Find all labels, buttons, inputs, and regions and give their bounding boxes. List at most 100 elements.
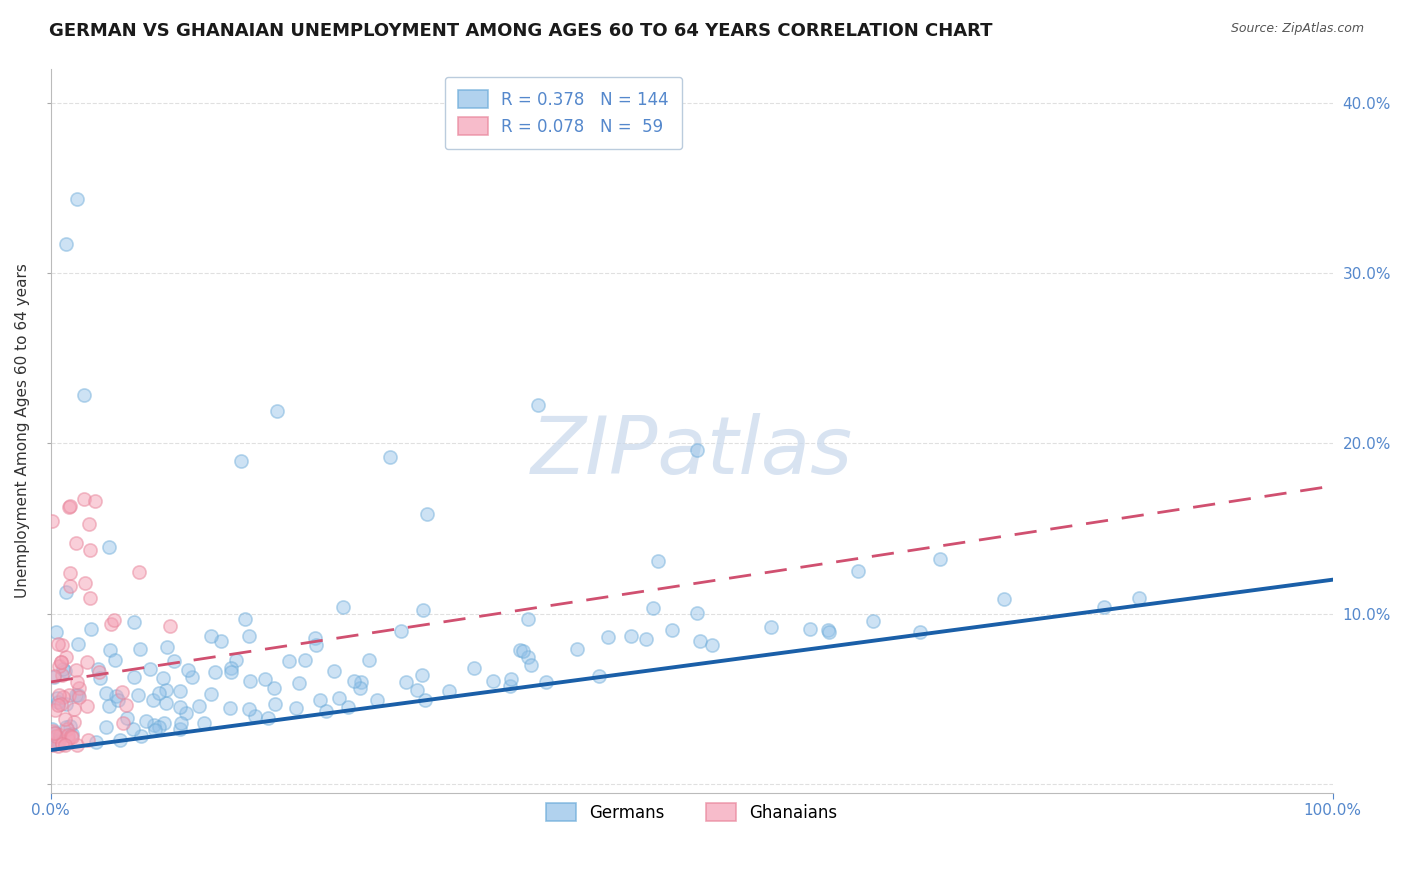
Point — [412, 602, 434, 616]
Point — [49, 728, 72, 742]
Point — [702, 638, 724, 652]
Point — [156, 640, 179, 654]
Point — [66, 636, 89, 650]
Point — [53, 738, 76, 752]
Point — [366, 693, 388, 707]
Point — [42, 670, 65, 684]
Point — [263, 681, 285, 695]
Point — [929, 551, 952, 566]
Point — [66, 674, 89, 689]
Point — [219, 701, 242, 715]
Point — [169, 699, 191, 714]
Point — [58, 688, 80, 702]
Point — [51, 737, 73, 751]
Legend: Germans, Ghanaians: Germans, Ghanaians — [533, 789, 851, 835]
Point — [103, 613, 125, 627]
Point — [55, 650, 77, 665]
Point — [516, 612, 538, 626]
Point — [46, 698, 69, 712]
Point — [394, 674, 416, 689]
Point — [308, 693, 330, 707]
Point — [238, 701, 260, 715]
Point — [380, 450, 402, 464]
Point — [41, 739, 63, 753]
Point — [67, 690, 90, 704]
Point — [634, 632, 657, 646]
Point — [817, 623, 839, 637]
Point — [200, 629, 222, 643]
Text: ZIPatlas: ZIPatlas — [530, 413, 853, 491]
Point — [41, 723, 63, 737]
Point — [143, 723, 166, 738]
Point — [60, 730, 83, 744]
Point — [98, 643, 121, 657]
Point — [46, 691, 69, 706]
Point — [112, 716, 135, 731]
Point — [66, 738, 89, 752]
Point — [84, 735, 107, 749]
Point — [98, 699, 121, 714]
Point — [415, 693, 437, 707]
Point — [89, 665, 111, 679]
Point — [686, 443, 709, 458]
Point — [105, 689, 128, 703]
Text: GERMAN VS GHANAIAN UNEMPLOYMENT AMONG AGES 60 TO 64 YEARS CORRELATION CHART: GERMAN VS GHANAIAN UNEMPLOYMENT AMONG AG… — [49, 22, 993, 40]
Point — [48, 688, 70, 702]
Point — [41, 724, 63, 739]
Point — [499, 673, 522, 687]
Point — [79, 543, 101, 558]
Point — [65, 536, 87, 550]
Point — [647, 553, 669, 567]
Point — [284, 701, 307, 715]
Point — [96, 686, 118, 700]
Point — [129, 729, 152, 743]
Point — [641, 601, 664, 615]
Point — [52, 662, 75, 676]
Point — [411, 667, 433, 681]
Point — [463, 661, 485, 675]
Point — [799, 623, 821, 637]
Point — [406, 682, 429, 697]
Y-axis label: Unemployment Among Ages 60 to 64 years: Unemployment Among Ages 60 to 64 years — [15, 263, 30, 598]
Point — [141, 693, 163, 707]
Point — [350, 675, 373, 690]
Point — [73, 491, 96, 506]
Point — [527, 398, 550, 412]
Point — [846, 564, 869, 578]
Point — [225, 653, 247, 667]
Point — [519, 658, 541, 673]
Point — [135, 714, 157, 728]
Point — [56, 728, 79, 742]
Point — [49, 730, 72, 744]
Point — [77, 517, 100, 532]
Point — [536, 674, 558, 689]
Point — [359, 653, 381, 667]
Point — [910, 625, 932, 640]
Point — [287, 676, 309, 690]
Point — [277, 654, 299, 668]
Point — [51, 638, 73, 652]
Point — [1094, 600, 1116, 615]
Point — [304, 632, 326, 646]
Point — [48, 659, 70, 673]
Point — [294, 653, 316, 667]
Point — [39, 731, 62, 746]
Point — [87, 662, 110, 676]
Point — [1128, 591, 1150, 606]
Point — [59, 579, 82, 593]
Point — [66, 688, 89, 702]
Point — [124, 615, 146, 630]
Point — [56, 731, 79, 746]
Point — [51, 668, 73, 682]
Point — [55, 698, 77, 712]
Point — [148, 686, 170, 700]
Point — [108, 733, 131, 747]
Point — [349, 681, 371, 695]
Point — [60, 727, 83, 741]
Point — [620, 629, 643, 643]
Point — [512, 644, 534, 658]
Point — [94, 721, 117, 735]
Point — [180, 670, 202, 684]
Point — [127, 689, 149, 703]
Point — [42, 726, 65, 740]
